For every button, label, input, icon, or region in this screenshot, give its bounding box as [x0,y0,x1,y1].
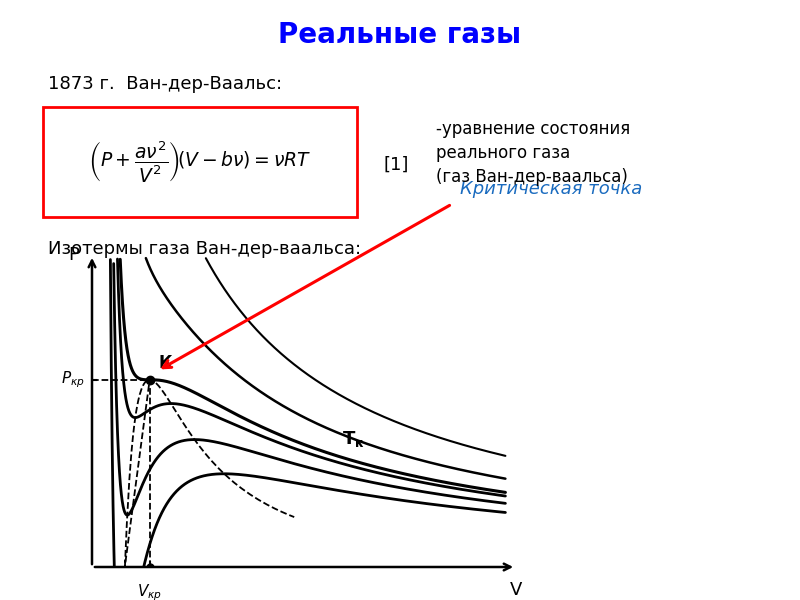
Text: [1]: [1] [383,156,409,174]
FancyBboxPatch shape [43,107,357,217]
Text: -уравнение состояния: -уравнение состояния [436,120,630,138]
Text: К: К [158,355,172,373]
Text: Критическая точка: Критическая точка [460,180,642,198]
Text: $\left(P + \dfrac{a\nu^2}{V^2}\right)\!\left(V - b\nu\right) = \nu RT$: $\left(P + \dfrac{a\nu^2}{V^2}\right)\!\… [88,139,312,185]
Text: $\mathbf{T_{\kappa}}$: $\mathbf{T_{\kappa}}$ [342,429,365,449]
Text: Реальные газы: Реальные газы [278,21,522,49]
Text: (газ Ван-дер-ваальса): (газ Ван-дер-ваальса) [436,168,628,186]
Text: $V_{\kappa р}$: $V_{\kappa р}$ [137,583,162,600]
Text: реального газа: реального газа [436,144,570,162]
Text: Изотермы газа Ван-дер-ваальса:: Изотермы газа Ван-дер-ваальса: [48,240,361,258]
Text: V: V [510,581,522,599]
Text: P: P [69,246,79,264]
Text: 1873 г.  Ван-дер-Ваальс:: 1873 г. Ван-дер-Ваальс: [48,75,282,93]
Text: $P_{\kappa р}$: $P_{\kappa р}$ [61,370,85,390]
